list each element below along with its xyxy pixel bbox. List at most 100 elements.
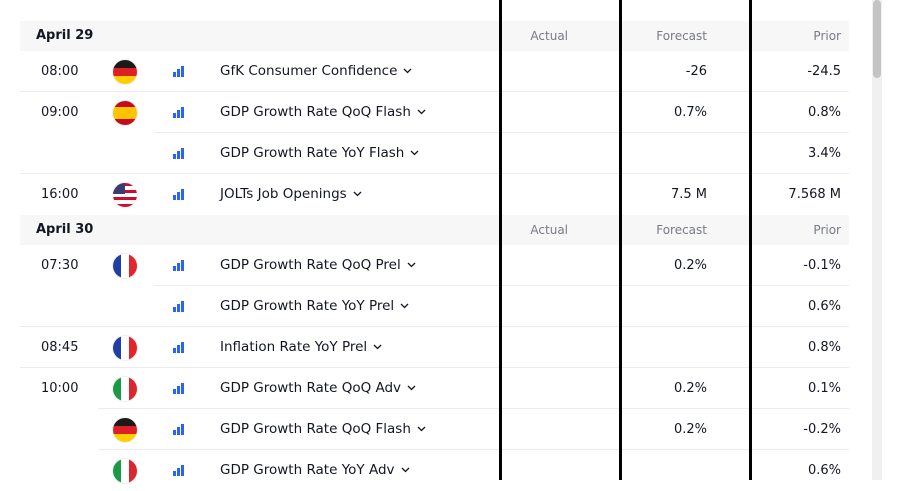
event-prior: 0.6% [807,299,841,314]
event-forecast: -26 [685,64,707,79]
event-name[interactable]: GDP Growth Rate YoY Flash [220,133,419,174]
column-header-actual: Actual [530,223,568,237]
event-time: 07:30 [41,258,79,273]
event-name-label[interactable]: GDP Growth Rate YoY Flash [220,145,405,161]
event-name-label[interactable]: GDP Growth Rate QoQ Prel [220,257,401,273]
event-row[interactable]: GDP Growth Rate QoQ Flash 0.2% -0.2% [20,409,849,450]
event-row[interactable]: 07:30 GDP Growth Rate QoQ Prel 0.2% -0.1% [20,245,849,286]
row-divider [98,408,849,409]
column-divider-prior [749,0,752,480]
event-time: 09:00 [41,105,79,120]
chevron-down-icon[interactable] [407,262,416,268]
row-divider [20,91,849,92]
event-name[interactable]: GDP Growth Rate QoQ Prel [220,245,416,286]
chevron-down-icon[interactable] [401,467,410,473]
event-time: 08:00 [41,64,79,79]
event-name[interactable]: GDP Growth Rate QoQ Flash [220,409,426,450]
event-time: 16:00 [41,187,79,202]
chevron-down-icon[interactable] [417,426,426,432]
column-header-actual: Actual [530,29,568,43]
row-divider [20,173,849,174]
event-name[interactable]: GfK Consumer Confidence [220,51,412,92]
event-row[interactable]: 08:45 Inflation Rate YoY Prel 0.8% [20,327,849,368]
flag-us-icon [113,183,137,207]
column-header-forecast: Forecast [656,29,707,43]
event-row[interactable]: 08:00 GfK Consumer Confidence -26 -24.5 [20,51,849,92]
column-header-forecast: Forecast [656,223,707,237]
event-prior: 0.6% [807,463,841,478]
event-forecast: 0.2% [673,381,707,396]
event-name-label[interactable]: GDP Growth Rate YoY Prel [220,298,395,314]
event-prior: 0.8% [807,105,841,120]
chevron-down-icon[interactable] [400,303,409,309]
row-divider [20,367,849,368]
event-name[interactable]: GDP Growth Rate YoY Prel [220,286,409,327]
event-row[interactable]: GDP Growth Rate YoY Prel 0.6% [20,286,849,327]
scrollbar-track[interactable] [872,0,882,480]
event-forecast: 0.7% [673,105,707,120]
event-name[interactable]: GDP Growth Rate YoY Adv [220,450,410,491]
event-name[interactable]: Inflation Rate YoY Prel [220,327,382,368]
flag-it-icon [113,377,137,401]
importance-bars-icon [173,465,185,476]
event-prior: 3.4% [807,146,841,161]
event-name[interactable]: GDP Growth Rate QoQ Flash [220,92,426,133]
event-prior: 0.1% [807,381,841,396]
day-header-date: April 30 [36,222,94,237]
day-header: April 29 Actual Forecast Prior [20,21,849,51]
event-forecast: 0.2% [673,422,707,437]
event-row[interactable]: 16:00 JOLTs Job Openings 7.5 M 7.568 M [20,174,849,215]
importance-bars-icon [173,66,185,77]
chevron-down-icon[interactable] [353,191,362,197]
importance-bars-icon [173,342,185,353]
event-name-label[interactable]: GfK Consumer Confidence [220,63,398,79]
event-name-label[interactable]: GDP Growth Rate YoY Adv [220,462,395,478]
event-name-label[interactable]: GDP Growth Rate QoQ Adv [220,380,402,396]
importance-bars-icon [173,383,185,394]
row-divider [98,449,849,450]
event-time: 10:00 [41,381,79,396]
column-divider-forecast [619,0,622,480]
event-name-label[interactable]: GDP Growth Rate QoQ Flash [220,421,411,437]
flag-fr-icon [113,254,137,278]
importance-bars-icon [173,107,185,118]
chevron-down-icon[interactable] [410,150,419,156]
scrollbar-thumb[interactable] [873,0,881,78]
importance-bars-icon [173,189,185,200]
flag-es-icon [113,101,137,125]
importance-bars-icon [173,424,185,435]
importance-bars-icon [173,260,185,271]
day-header: April 30 Actual Forecast Prior [20,215,849,245]
event-forecast: 0.2% [673,258,707,273]
event-prior: -0.1% [803,258,841,273]
chevron-down-icon[interactable] [403,68,412,74]
event-prior: 0.8% [807,340,841,355]
event-name-label[interactable]: GDP Growth Rate QoQ Flash [220,104,411,120]
event-row[interactable]: 09:00 GDP Growth Rate QoQ Flash 0.7% 0.8% [20,92,849,133]
event-name[interactable]: GDP Growth Rate QoQ Adv [220,368,416,409]
event-name-label[interactable]: Inflation Rate YoY Prel [220,339,368,355]
chevron-down-icon[interactable] [417,109,426,115]
chevron-down-icon[interactable] [373,344,382,350]
row-divider [20,326,849,327]
column-header-prior: Prior [813,29,841,43]
event-name[interactable]: JOLTs Job Openings [220,174,362,215]
event-forecast: 7.5 M [670,187,707,202]
flag-it-icon [113,459,137,483]
importance-bars-icon [173,301,185,312]
day-header-date: April 29 [36,28,94,43]
event-name-label[interactable]: JOLTs Job Openings [220,186,347,202]
column-divider-actual [499,0,502,480]
flag-de-icon [113,60,137,84]
event-row[interactable]: 10:00 GDP Growth Rate QoQ Adv 0.2% 0.1% [20,368,849,409]
importance-bars-icon [173,148,185,159]
event-time: 08:45 [41,340,79,355]
event-prior: -0.2% [803,422,841,437]
column-header-prior: Prior [813,223,841,237]
chevron-down-icon[interactable] [407,385,416,391]
event-prior: -24.5 [807,64,841,79]
flag-de-icon [113,418,137,442]
event-row[interactable]: GDP Growth Rate YoY Adv 0.6% [20,450,849,491]
event-prior: 7.568 M [788,187,841,202]
event-row[interactable]: GDP Growth Rate YoY Flash 3.4% [20,133,849,174]
